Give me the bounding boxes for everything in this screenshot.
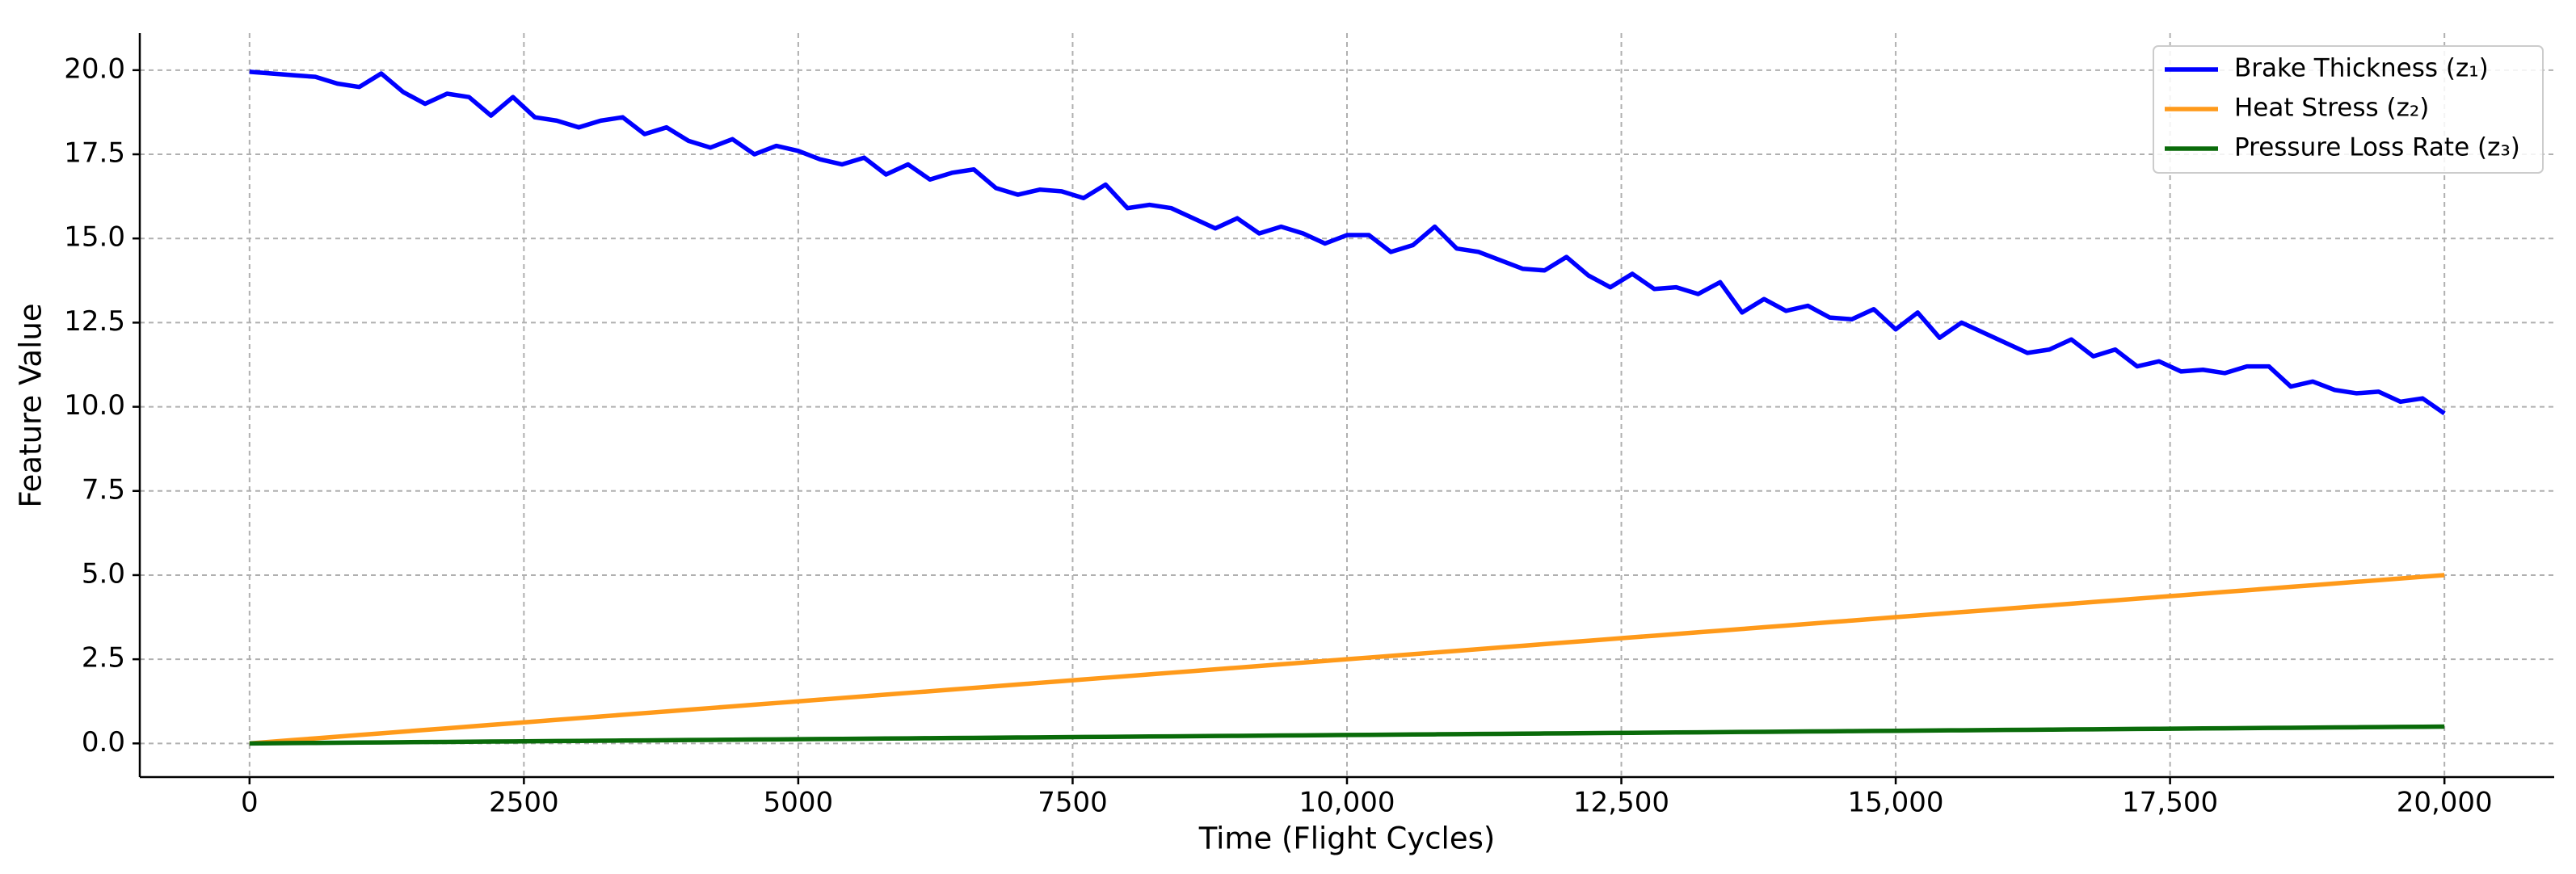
y-tick-label: 17.5: [64, 137, 125, 170]
y-tick-label: 2.5: [82, 642, 125, 674]
y-tick-label: 5.0: [82, 557, 125, 590]
x-tick-label: 7500: [1038, 787, 1108, 819]
x-tick-label: 10,000: [1299, 787, 1395, 819]
legend-label: Heat Stress (z₂): [2234, 94, 2429, 123]
x-tick-label: 20,000: [2397, 787, 2493, 819]
y-tick-label: 10.0: [64, 389, 125, 422]
x-tick-label: 5000: [764, 787, 834, 819]
x-tick-label: 12,500: [1573, 787, 1669, 819]
legend-box: [2153, 45, 2544, 174]
x-tick-label: 2500: [489, 787, 559, 819]
y-tick-label: 20.0: [64, 53, 125, 85]
x-tick-label: 17,500: [2122, 787, 2218, 819]
y-tick-label: 0.0: [82, 726, 125, 758]
series-line: [249, 573, 2445, 746]
y-tick-label: 7.5: [82, 473, 125, 506]
y-tick-label: 12.5: [64, 305, 125, 338]
x-tick-label: 0: [241, 787, 259, 819]
series-line: [249, 69, 2446, 416]
legend-label: Pressure Loss Rate (z₃): [2234, 133, 2520, 162]
x-tick-label: 15,000: [1848, 787, 1944, 819]
legend-label: Brake Thickness (z₁): [2234, 54, 2489, 83]
y-axis-label: Feature Value: [14, 303, 48, 507]
x-axis-label: Time (Flight Cycles): [1198, 821, 1496, 856]
y-tick-label: 15.0: [64, 221, 125, 254]
series-line: [249, 724, 2445, 746]
